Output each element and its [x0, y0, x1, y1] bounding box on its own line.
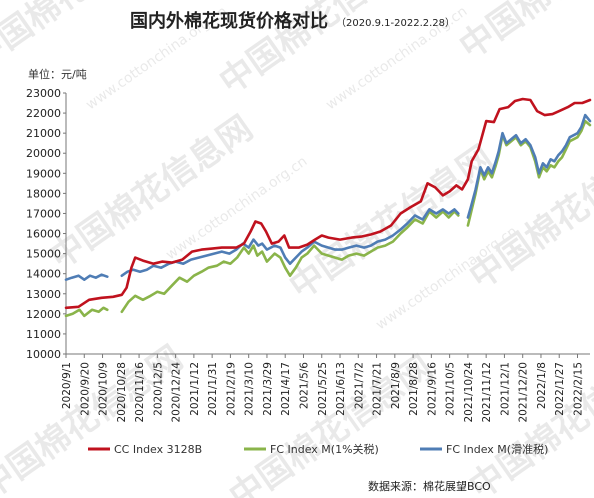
x-tick-label: 2020/12/5: [152, 362, 164, 416]
x-tick-label: 2021/5/25: [317, 362, 329, 416]
legend-label: FC Index M(1%关税): [270, 442, 379, 456]
chart-subtitle: （2020.9.1-2022.2.28）: [336, 17, 455, 29]
x-tick-label: 2021/2/19: [225, 362, 237, 416]
x-tick-label: 2021/3/29: [262, 362, 274, 416]
x-tick-label: 2021/1/12: [189, 362, 201, 416]
x-axis-ticks: 2020/9/1 2020/9/20 2020/10/9 2020/10/28 2020…: [61, 354, 585, 423]
y-tick-label: 16000: [26, 228, 61, 241]
y-tick-label: 17000: [26, 207, 61, 220]
series-line-3: [64, 113, 592, 281]
y-tick-label: 23000: [26, 87, 61, 100]
y-axis-ticks: 10000 11000 12000 13000 14000 15000 16000 17000…: [26, 87, 66, 361]
x-tick-label: 2021/8/9: [390, 362, 402, 409]
y-tick-label: 14000: [26, 268, 61, 281]
x-tick-label: 2021/10/24: [463, 362, 475, 423]
x-tick-label: 2020/9/1: [61, 362, 73, 409]
y-tick-label: 11000: [26, 328, 61, 341]
x-tick-label: 2021/1/31: [207, 362, 219, 416]
y-tick-label: 18000: [26, 187, 61, 200]
x-tick-label: 2020/11/16: [134, 362, 146, 423]
axes: [65, 93, 590, 355]
x-tick-label: 2020/10/9: [98, 362, 110, 416]
series-lines: [64, 97, 592, 318]
series-line-1: [64, 97, 592, 310]
y-tick-label: 22000: [26, 107, 61, 120]
x-tick-label: 2022/1/8: [536, 362, 548, 409]
x-tick-label: 2021/6/13: [335, 362, 347, 416]
x-tick-label: 2021/7/21: [372, 362, 384, 416]
x-tick-label: 2021/12/1: [499, 362, 511, 416]
y-tick-label: 15000: [26, 248, 61, 261]
legend-label: FC Index M(滑准税): [446, 442, 548, 456]
legend: CC Index 3128B FC Index M(1%关税) FC Index M…: [88, 442, 548, 456]
y-tick-label: 20000: [26, 147, 61, 160]
y-tick-label: 13000: [26, 288, 61, 301]
x-tick-label: 2021/9/16: [426, 362, 438, 416]
chart-title: 国内外棉花现货价格对比: [130, 10, 328, 32]
x-tick-label: 2020/9/20: [79, 362, 91, 416]
y-tick-label: 10000: [26, 348, 61, 361]
source-note: 数据来源：棉花展望BCO: [368, 479, 491, 493]
x-tick-label: 2021/3/10: [244, 362, 256, 416]
x-tick-label: 2021/8/28: [408, 362, 420, 416]
x-tick-label: 2021/7/2: [353, 362, 365, 409]
y-tick-label: 19000: [26, 167, 61, 180]
x-tick-label: 2021/10/5: [445, 362, 457, 416]
legend-label: CC Index 3128B: [114, 443, 202, 456]
x-tick-label: 2022/1/27: [554, 362, 566, 416]
x-tick-label: 2020/10/28: [116, 362, 128, 423]
y-tick-label: 12000: [26, 308, 61, 321]
unit-label: 单位：元/吨: [28, 67, 87, 81]
x-tick-label: 2021/5/6: [298, 362, 310, 409]
watermark-text: 中国棉花信息网: [452, 0, 594, 67]
x-tick-label: 2021/4/17: [280, 362, 292, 416]
x-tick-label: 2021/11/12: [481, 362, 493, 423]
y-tick-label: 21000: [26, 127, 61, 140]
x-tick-label: 2022/2/15: [573, 362, 585, 416]
x-tick-label: 2020/12/24: [171, 362, 183, 423]
x-tick-label: 2021/12/20: [518, 362, 530, 423]
